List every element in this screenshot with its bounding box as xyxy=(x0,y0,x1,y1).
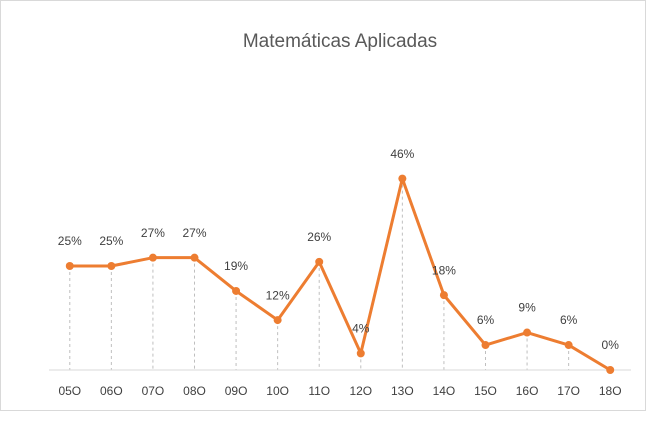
marker xyxy=(190,253,199,262)
chart-title: Matemáticas Aplicadas xyxy=(243,31,437,52)
data-label: 25% xyxy=(99,234,123,248)
x-tick-label: 14O xyxy=(433,384,456,398)
marker xyxy=(273,316,282,325)
data-label: 12% xyxy=(266,288,290,302)
x-tick-label: 08O xyxy=(183,384,206,398)
x-tick-label: 07O xyxy=(142,384,165,398)
data-label: 25% xyxy=(58,234,82,248)
data-label: 27% xyxy=(141,226,165,240)
data-label: 19% xyxy=(224,259,248,273)
data-label: 9% xyxy=(518,301,536,315)
marker xyxy=(65,262,74,270)
x-tick-label: 16O xyxy=(516,384,539,398)
marker xyxy=(439,291,448,300)
marker xyxy=(315,257,324,266)
data-label: 6% xyxy=(560,313,578,327)
data-label: 27% xyxy=(182,226,206,240)
x-tick-label: 11O xyxy=(308,384,330,398)
marker xyxy=(232,286,241,295)
data-label: 18% xyxy=(432,263,456,277)
data-label: 26% xyxy=(307,230,331,244)
marker xyxy=(523,328,532,337)
marker xyxy=(398,174,407,183)
x-tick-label: 18O xyxy=(599,384,622,398)
data-label: 6% xyxy=(477,313,495,327)
line xyxy=(69,177,611,372)
marker xyxy=(107,262,116,270)
x-tick-label: 10O xyxy=(266,384,289,398)
marker xyxy=(356,349,365,358)
marker xyxy=(564,341,573,350)
data-label: 0% xyxy=(602,338,620,352)
x-tick-label: 15O xyxy=(474,384,497,398)
x-tick-label: 06O xyxy=(100,384,123,398)
data-label: 4% xyxy=(352,322,370,336)
marker xyxy=(606,366,615,374)
x-tick-label: 13O xyxy=(391,384,414,398)
x-tick-label: 09O xyxy=(225,384,248,398)
marker xyxy=(481,341,490,350)
x-tick-label: 17O xyxy=(557,384,580,398)
x-tick-label: 12O xyxy=(349,384,372,398)
x-tick-label: 05O xyxy=(58,384,81,398)
data-label: 46% xyxy=(390,147,414,161)
chart-frame xyxy=(0,0,646,411)
marker xyxy=(148,253,157,262)
